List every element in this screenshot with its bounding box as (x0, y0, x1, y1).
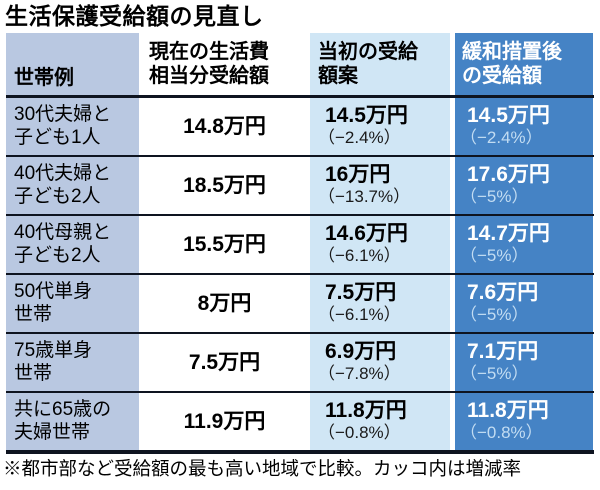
post-mitigation-cell: 14.7万円 （−5%） (455, 216, 593, 273)
household-cell: 40代夫婦と 子ども2人 (6, 157, 139, 214)
table-row: 40代夫婦と 子ども2人 18.5万円 16万円 （−13.7%） 17.6万円… (6, 157, 594, 216)
household-cell: 30代夫婦と 子ども1人 (6, 98, 139, 155)
percent-change: （−13.7%） (318, 187, 411, 207)
post-mitigation-cell: 7.1万円 （−5%） (455, 334, 593, 391)
header-post-mitigation: 緩和措置後 の受給額 (455, 33, 593, 95)
amount-value: 7.1万円 (467, 340, 539, 364)
table-row: 75歳単身 世帯 7.5万円 6.9万円 （−7.8%） 7.1万円 （−5%） (6, 334, 594, 393)
initial-proposal-cell: 14.6万円 （−6.1%） (310, 216, 450, 273)
percent-change: （−7.8%） (318, 364, 401, 384)
percent-change: （−0.8%） (318, 423, 401, 443)
household-cell: 40代母親と 子ども2人 (6, 216, 139, 273)
header-initial-proposal: 当初の受給 額案 (310, 33, 450, 95)
post-mitigation-cell: 14.5万円 （−2.4%） (455, 98, 593, 155)
amount-value: 14.7万円 (467, 222, 550, 246)
footnote: ※都市部など受給額の最も高い地域で比較。カッコ内は増減率 (3, 460, 522, 480)
amount-value: 6.9万円 (325, 340, 397, 364)
household-cell: 50代単身 世帯 (6, 275, 139, 332)
table-row: 50代単身 世帯 8万円 7.5万円 （−6.1%） 7.6万円 （−5%） (6, 275, 594, 334)
current-amount-cell: 7.5万円 (144, 334, 305, 391)
current-amount-cell: 15.5万円 (144, 216, 305, 273)
amount-value: 14.5万円 (325, 104, 408, 128)
amount-value: 16万円 (325, 163, 391, 187)
percent-change: （−2.4%） (460, 128, 543, 148)
household-cell: 75歳単身 世帯 (6, 334, 139, 391)
initial-proposal-cell: 6.9万円 （−7.8%） (310, 334, 450, 391)
table-row: 共に65歳の 夫婦世帯 11.9万円 11.8万円 （−0.8%） 11.8万円… (6, 393, 594, 454)
table-row: 40代母親と 子ども2人 15.5万円 14.6万円 （−6.1%） 14.7万… (6, 216, 594, 275)
amount-value: 17.6万円 (467, 163, 550, 187)
percent-change: （−5%） (460, 246, 529, 266)
header-current-amount: 現在の生活費 相当分受給額 (144, 33, 305, 95)
initial-proposal-cell: 11.8万円 （−0.8%） (310, 393, 450, 450)
amount-value: 14.5万円 (467, 104, 550, 128)
table-header-row: 世帯例 現在の生活費 相当分受給額 当初の受給 額案 緩和措置後 の受給額 (6, 33, 594, 98)
current-amount-cell: 11.9万円 (144, 393, 305, 450)
current-amount-cell: 18.5万円 (144, 157, 305, 214)
amount-value: 14.6万円 (325, 222, 408, 246)
current-amount-cell: 14.8万円 (144, 98, 305, 155)
percent-change: （−6.1%） (318, 305, 401, 325)
amount-value: 7.6万円 (467, 281, 539, 305)
table-row: 30代夫婦と 子ども1人 14.8万円 14.5万円 （−2.4%） 14.5万… (6, 98, 594, 157)
percent-change: （−6.1%） (318, 246, 401, 266)
benefits-table: 世帯例 現在の生活費 相当分受給額 当初の受給 額案 緩和措置後 の受給額 30… (6, 33, 594, 454)
post-mitigation-cell: 17.6万円 （−5%） (455, 157, 593, 214)
percent-change: （−5%） (460, 187, 529, 207)
initial-proposal-cell: 7.5万円 （−6.1%） (310, 275, 450, 332)
header-household: 世帯例 (6, 33, 139, 95)
post-mitigation-cell: 7.6万円 （−5%） (455, 275, 593, 332)
percent-change: （−5%） (460, 305, 529, 325)
initial-proposal-cell: 14.5万円 （−2.4%） (310, 98, 450, 155)
current-amount-cell: 8万円 (144, 275, 305, 332)
initial-proposal-cell: 16万円 （−13.7%） (310, 157, 450, 214)
page-title: 生活保護受給額の見直し (5, 3, 264, 29)
post-mitigation-cell: 11.8万円 （−0.8%） (455, 393, 593, 450)
amount-value: 11.8万円 (325, 399, 407, 423)
household-cell: 共に65歳の 夫婦世帯 (6, 393, 139, 450)
amount-value: 7.5万円 (325, 281, 397, 305)
percent-change: （−5%） (460, 364, 529, 384)
percent-change: （−2.4%） (318, 128, 401, 148)
amount-value: 11.8万円 (467, 399, 549, 423)
percent-change: （−0.8%） (460, 423, 543, 443)
